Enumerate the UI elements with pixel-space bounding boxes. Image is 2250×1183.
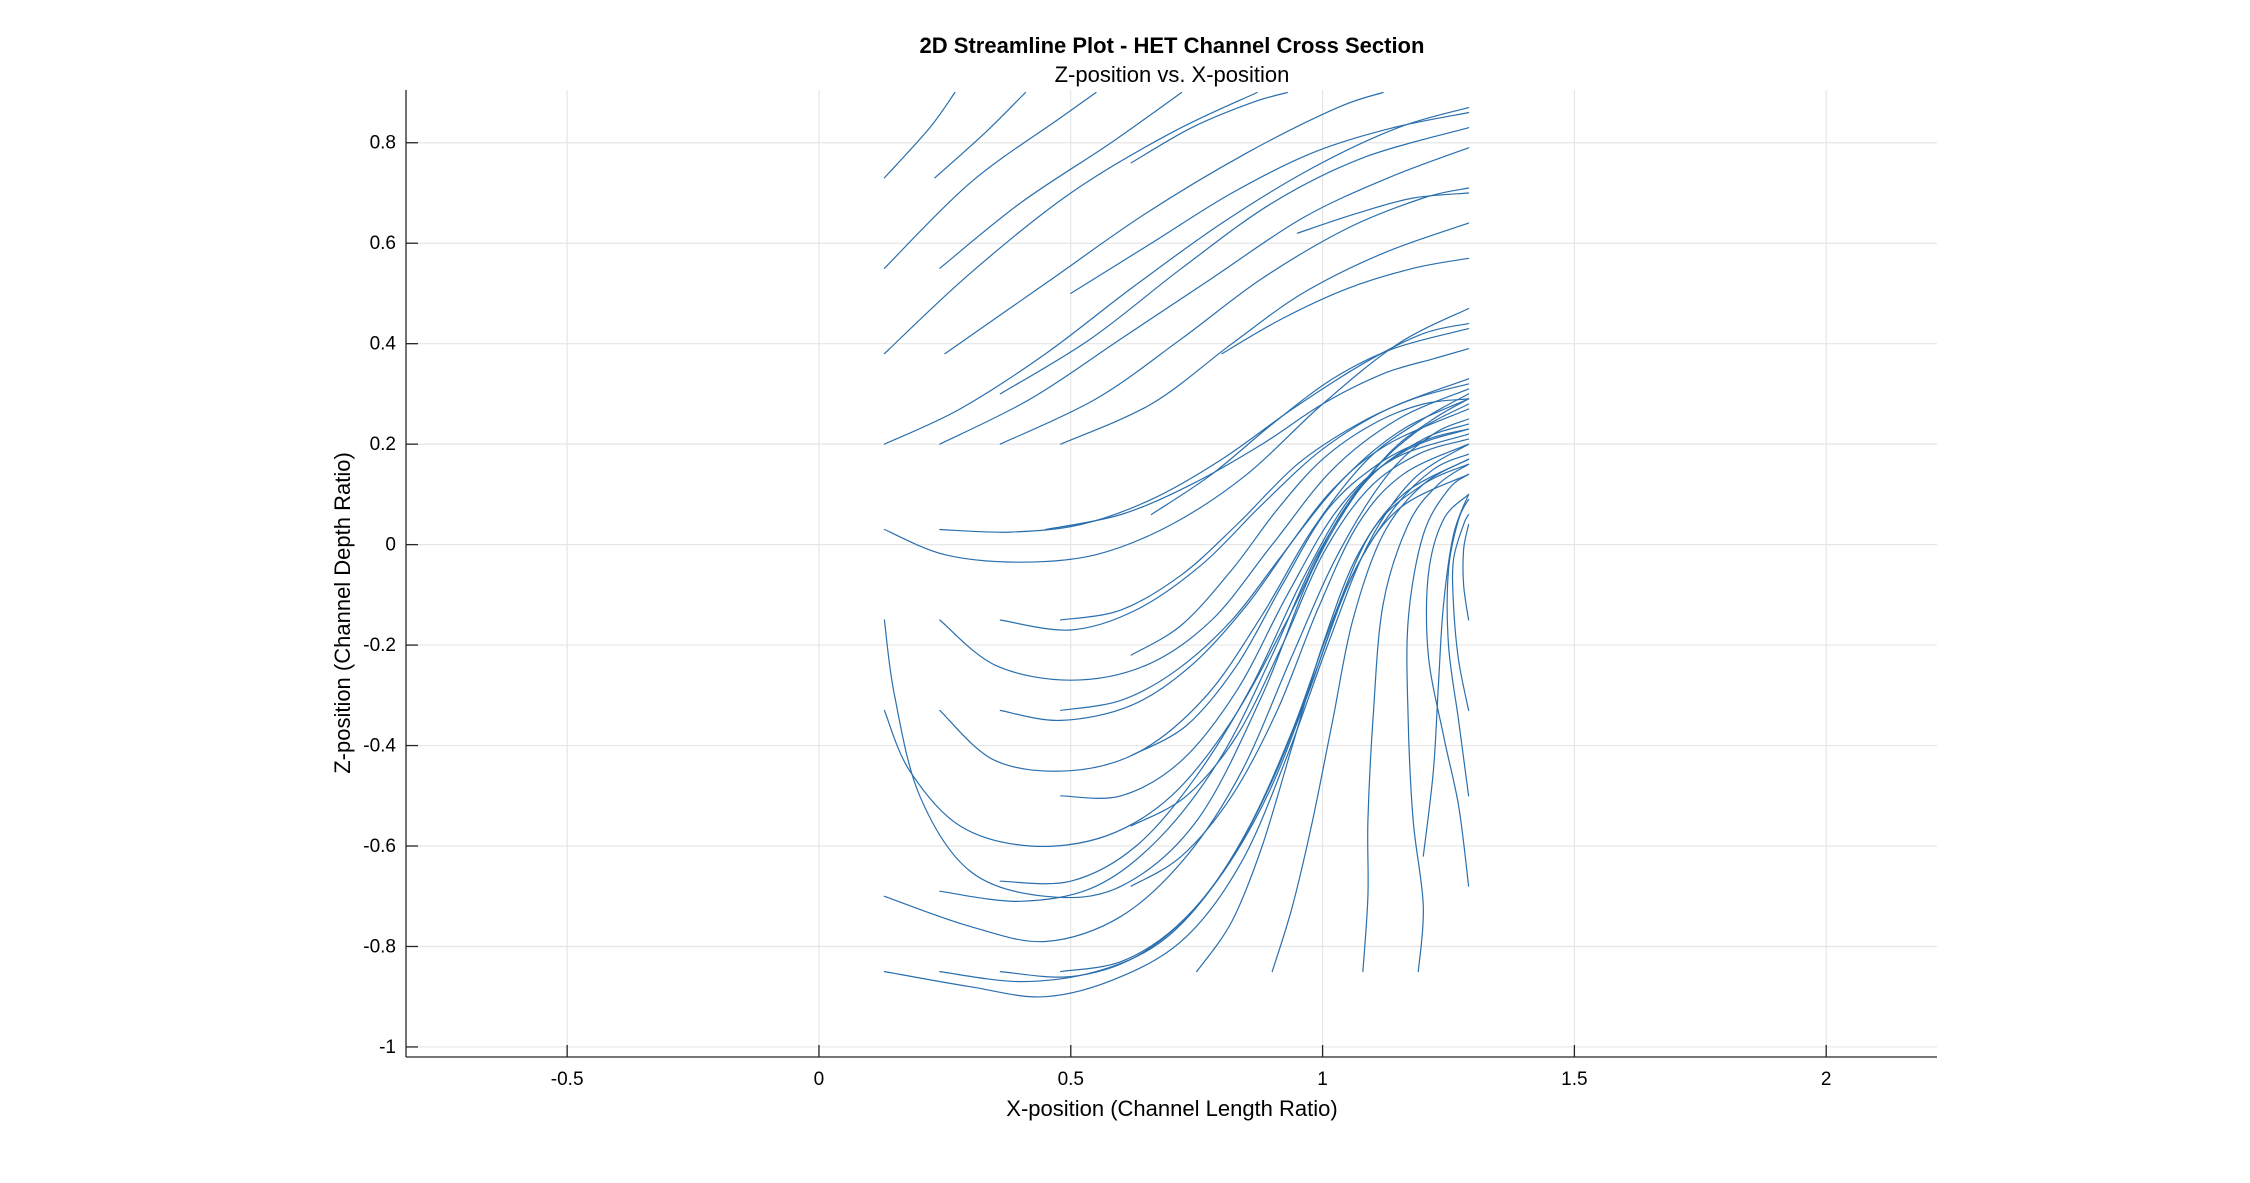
streamline	[1451, 513, 1470, 711]
streamline	[1406, 473, 1470, 973]
streamline	[939, 388, 1470, 681]
y-tick-label: 0	[385, 535, 396, 556]
y-axis-ticks: -1 -0.8 -0.6 -0.4 -0.2 0 0.2 0.4 0.6 0.8	[363, 133, 418, 1058]
y-tick-label: 0.8	[370, 133, 396, 154]
streamline	[1130, 438, 1470, 827]
x-axis-ticks: -0.5 0 0.5 1 1.5 2	[551, 1045, 1832, 1090]
streamline	[1446, 498, 1470, 797]
streamlines	[883, 91, 1470, 998]
x-tick-label: -0.5	[551, 1069, 584, 1090]
streamline	[1045, 348, 1470, 531]
axes	[405, 90, 1937, 1058]
x-tick-label: 0	[814, 1069, 825, 1090]
streamline	[883, 418, 1470, 943]
streamline	[883, 307, 1470, 563]
streamline	[1362, 463, 1470, 973]
x-tick-label: 0.5	[1058, 1069, 1084, 1090]
x-tick-label: 1.5	[1561, 1069, 1587, 1090]
grid-lines	[406, 90, 1937, 1057]
streamline	[883, 91, 956, 179]
streamline	[944, 91, 1384, 355]
streamline	[1060, 222, 1470, 445]
x-tick-label: 2	[1821, 1069, 1832, 1090]
streamline	[1425, 493, 1470, 887]
streamline	[1422, 493, 1470, 857]
streamline	[883, 107, 1470, 445]
streamline	[999, 187, 1470, 445]
streamline	[939, 91, 1183, 269]
streamline	[883, 443, 1470, 998]
y-tick-label: -0.2	[363, 635, 396, 656]
streamline	[883, 91, 1097, 269]
streamline	[939, 323, 1470, 533]
streamline	[939, 147, 1470, 445]
streamline	[1060, 433, 1470, 799]
streamline	[1130, 91, 1288, 164]
streamline	[1130, 428, 1470, 757]
y-tick-label: 0.6	[370, 233, 396, 254]
chart-title: 2D Streamline Plot - HET Channel Cross S…	[920, 33, 1425, 58]
y-tick-label: -0.4	[363, 736, 396, 757]
y-tick-label: 0.2	[370, 434, 396, 455]
streamline	[1060, 408, 1470, 711]
streamline	[999, 398, 1470, 722]
streamline	[939, 393, 1470, 772]
streamline	[1196, 458, 1470, 973]
y-tick-label: -0.8	[363, 936, 396, 957]
streamline	[1150, 328, 1470, 516]
streamline	[1060, 473, 1470, 973]
streamline	[939, 453, 1470, 983]
streamline	[1296, 192, 1470, 234]
y-tick-label: 0.4	[370, 334, 397, 355]
streamline	[883, 91, 1258, 355]
streamline	[883, 398, 1470, 847]
y-axis-label: Z-position (Channel Depth Ratio)	[330, 452, 355, 774]
streamline	[1271, 458, 1470, 973]
streamline	[939, 423, 1470, 902]
x-axis-label: X-position (Channel Length Ratio)	[1006, 1096, 1337, 1121]
streamline	[1462, 523, 1470, 621]
chart-subtitle: Z-position vs. X-position	[1055, 62, 1290, 87]
streamline	[1221, 257, 1470, 355]
y-tick-label: -0.6	[363, 836, 396, 857]
streamline	[934, 91, 1027, 179]
streamline	[1130, 398, 1470, 656]
streamline	[1060, 383, 1470, 621]
streamline	[999, 127, 1470, 395]
streamline	[1130, 443, 1470, 887]
streamline	[999, 463, 1470, 978]
y-tick-label: -1	[379, 1037, 396, 1058]
x-tick-label: 1	[1317, 1069, 1328, 1090]
streamline	[1070, 112, 1470, 294]
